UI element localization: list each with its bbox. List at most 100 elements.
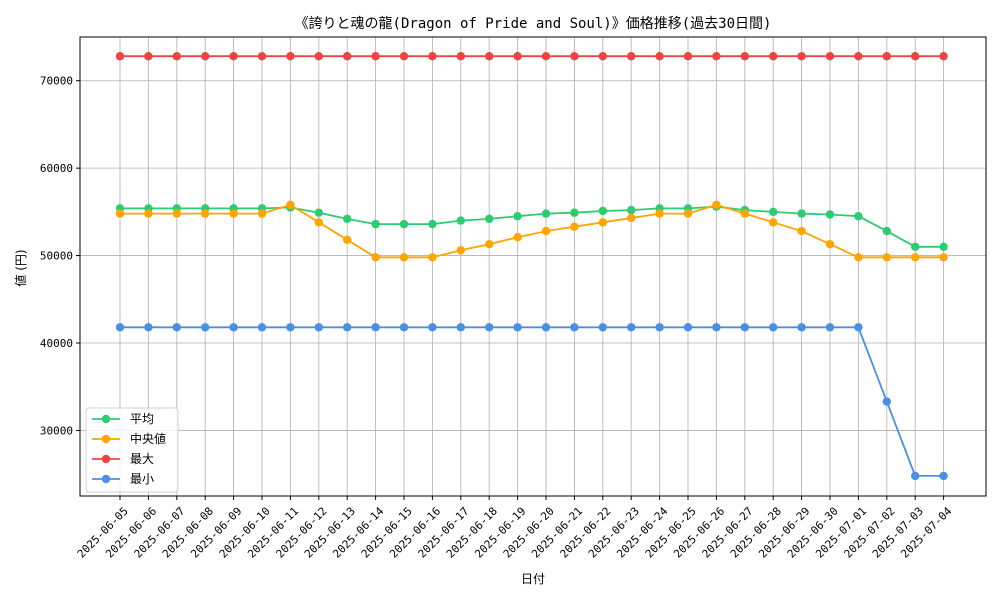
data-point [797,226,806,236]
data-point [825,323,835,332]
x-axis-label: 日付 [521,572,545,586]
y-axis-ticks: 30000 40000 50000 60000 70000 [40,75,80,437]
y-tick-label: 70000 [40,75,73,88]
data-point [201,323,210,332]
data-point [797,52,806,61]
series-line [120,205,944,248]
data-point [825,240,835,249]
data-point [257,52,267,61]
data-point [343,323,352,332]
data-point [797,209,806,218]
data-point [627,213,636,223]
legend-label: 最大 [130,452,154,466]
data-point [428,219,437,229]
data-point [456,216,465,225]
data-point [854,212,863,221]
data-point [144,209,153,218]
legend-box [85,407,179,493]
legend-label: 中央値 [130,431,166,446]
data-point [882,253,891,262]
data-point [456,52,465,61]
data-point [825,210,835,219]
data-point [683,209,693,218]
plot-frame [79,36,987,497]
data-point [513,52,522,61]
series-2 [115,200,948,262]
data-point [854,52,863,61]
data-point [343,52,352,61]
data-point [769,323,778,332]
data-point [797,323,806,332]
data-point [428,52,437,61]
data-point [570,222,579,231]
data-point [399,52,409,61]
data-point [882,397,891,406]
data-point [485,52,494,61]
data-point [371,219,380,229]
legend-swatch-marker [101,434,111,444]
data-point [939,242,948,252]
data-point [371,323,380,332]
data-point [314,52,323,61]
data-point [712,323,721,332]
data-point [513,233,522,242]
data-point [371,253,380,262]
data-point [712,200,721,210]
data-point [541,209,551,218]
data-point [485,240,494,249]
data-point [172,209,181,218]
data-point [825,52,835,61]
data-point [371,52,380,61]
data-point [314,208,323,217]
grid-lines [80,37,986,496]
y-tick-label: 60000 [40,162,73,175]
data-point [541,52,551,61]
data-point [399,323,409,332]
data-point [485,323,494,332]
data-point [570,52,579,61]
data-point [570,208,579,217]
data-point [513,323,522,332]
chart-title: 《誇りと魂の龍(Dragon of Pride and Soul)》価格推移(過… [295,15,772,32]
y-tick-label: 30000 [40,424,73,437]
data-point [911,253,920,262]
data-point [115,209,125,218]
legend-swatch-marker [101,414,111,424]
data-point [201,209,210,218]
data-point [570,323,579,332]
data-point [882,52,891,61]
data-point [428,253,437,262]
series-line [120,326,944,477]
data-point [882,226,891,236]
legend-swatch-marker [101,454,111,464]
data-point [257,209,267,218]
data-point [343,214,352,224]
data-point [541,226,551,236]
data-point [485,214,494,224]
data-point [854,253,863,262]
data-point [172,323,181,332]
data-point [343,235,352,245]
data-point [939,52,948,61]
data-point [939,253,948,262]
y-tick-label: 50000 [40,250,73,263]
data-point [229,52,238,61]
data-point [740,323,749,332]
data-point [399,219,409,229]
data-point [655,323,664,332]
data-point [229,323,238,332]
data-point [115,52,125,61]
data-point [627,323,636,332]
legend-item: 平均 [92,412,154,426]
y-tick-label: 40000 [40,337,73,350]
data-point [541,323,551,332]
data-point [399,253,409,262]
data-point [172,52,181,61]
data-point [683,323,693,332]
data-point [257,323,267,332]
legend-label: 平均 [130,412,154,426]
legend-swatch-marker [101,474,111,484]
data-point [144,323,153,332]
